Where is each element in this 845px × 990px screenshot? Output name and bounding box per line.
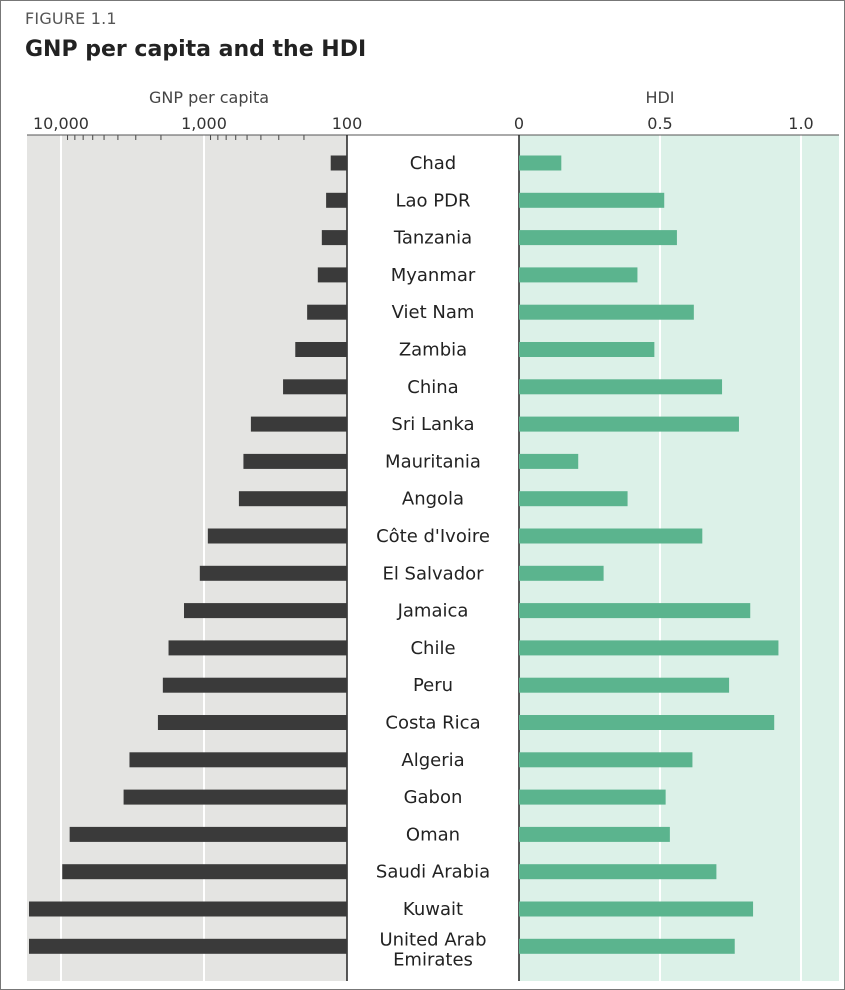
gnp-bar — [162, 677, 347, 693]
hdi-bar — [519, 379, 723, 395]
category-labels: Chad Lao PDR Tanzania Myanmar Viet Nam Zambia… — [376, 153, 490, 970]
category-label: Mauritania — [385, 451, 481, 472]
gnp-bar — [29, 938, 347, 954]
gnp-bar — [123, 789, 347, 805]
gnp-bar — [283, 379, 347, 395]
category-label: Kuwait — [403, 899, 463, 920]
category-label: Myanmar — [391, 265, 476, 286]
category-label-line: Emirates — [393, 949, 473, 970]
hdi-bar — [519, 715, 775, 730]
gnp-tick-label-0: 10,000 — [33, 114, 89, 133]
category-label: Costa Rica — [385, 713, 480, 734]
gnp-bars — [29, 155, 348, 954]
hdi-tick-label-1: 0.5 — [647, 114, 672, 133]
gnp-tick-label-2: 100 — [332, 114, 363, 133]
gnp-bar — [207, 528, 347, 544]
category-label: Saudi Arabia — [376, 862, 490, 883]
category-label: Zambia — [399, 340, 467, 361]
gnp-bar — [183, 603, 347, 619]
gnp-bar — [321, 230, 347, 246]
category-label: Peru — [413, 675, 453, 696]
gnp-bar — [199, 565, 347, 581]
gnp-bar — [243, 453, 347, 469]
category-label-line: United Arab — [379, 929, 486, 950]
gnp-bar — [238, 491, 347, 507]
hdi-bar — [519, 864, 717, 880]
category-label: El Salvador — [382, 563, 484, 584]
hdi-bar — [519, 267, 638, 283]
category-label: Tanzania — [393, 228, 472, 249]
category-label: Jamaica — [397, 601, 469, 622]
category-label: Chad — [410, 153, 456, 174]
hdi-bar — [519, 565, 604, 581]
hdi-bar — [519, 826, 670, 842]
hdi-bar — [519, 155, 562, 171]
category-label: Oman — [406, 824, 460, 845]
category-label: Lao PDR — [395, 190, 470, 211]
category-label: Chile — [410, 638, 455, 659]
hdi-panel-background — [519, 135, 839, 981]
hdi-bar — [519, 901, 754, 917]
hdi-bar — [519, 453, 579, 469]
gnp-bar — [250, 416, 347, 432]
category-label: United Arab Emirates — [379, 929, 486, 970]
gnp-bar — [157, 715, 347, 730]
gnp-tick-label-1: 1,000 — [181, 114, 227, 133]
hdi-bar — [519, 192, 665, 208]
log-minor-ticks — [67, 135, 305, 140]
category-label: Viet Nam — [392, 302, 475, 323]
hdi-tick-labels: 0 0.5 1.0 — [514, 114, 814, 133]
gnp-bar — [168, 640, 347, 656]
gnp-bar — [129, 752, 347, 768]
category-label: Gabon — [404, 787, 463, 808]
hdi-bar — [519, 938, 735, 954]
hdi-bar — [519, 789, 666, 805]
hdi-bar — [519, 416, 739, 432]
gnp-bar — [330, 155, 347, 171]
gnp-axis-title: GNP per capita — [149, 88, 269, 107]
hdi-bar — [519, 230, 677, 246]
category-label: China — [407, 377, 458, 398]
category-label: Côte d'Ivoire — [376, 526, 490, 547]
gnp-tick-labels: 10,000 1,000 100 — [33, 114, 362, 133]
hdi-bar — [519, 491, 628, 507]
hdi-bar — [519, 603, 751, 619]
hdi-tick-label-2: 1.0 — [788, 114, 813, 133]
gnp-bar — [29, 901, 347, 917]
hdi-bar — [519, 677, 730, 693]
figure-title: GNP per capita and the HDI — [25, 37, 367, 62]
gnp-bar — [62, 864, 348, 880]
gnp-bar — [295, 342, 347, 357]
gnp-bar — [69, 826, 348, 842]
category-label: Algeria — [401, 750, 464, 771]
hdi-bar — [519, 342, 655, 357]
figure-label: FIGURE 1.1 — [25, 9, 117, 28]
hdi-bars — [519, 155, 779, 954]
hdi-bar — [519, 640, 779, 656]
gnp-bar — [317, 267, 347, 283]
hdi-bar — [519, 528, 703, 544]
category-label: Angola — [402, 489, 464, 510]
hdi-tick-label-0: 0 — [514, 114, 524, 133]
gnp-bar — [326, 192, 347, 208]
category-label: Sri Lanka — [391, 414, 474, 435]
hdi-bar — [519, 304, 694, 320]
gnp-bar — [307, 304, 347, 320]
gnp-panel-background — [27, 135, 347, 981]
hdi-bar — [519, 752, 693, 768]
hdi-axis-title: HDI — [645, 88, 674, 107]
